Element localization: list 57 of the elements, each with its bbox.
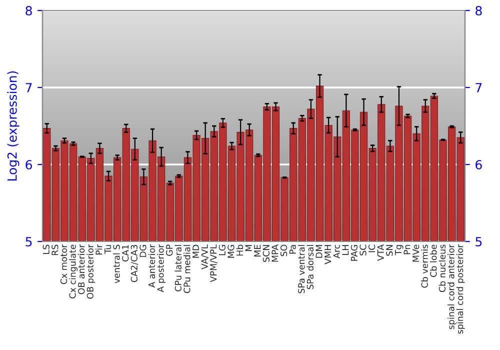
- x-tick-label: Arc: [333, 244, 340, 258]
- x-tick-label: RS: [52, 244, 58, 256]
- y2-tick-label: 8: [476, 6, 482, 16]
- x-tick-label: spinal cord posterior: [456, 244, 465, 334]
- x-tick-label: Cb vermis: [421, 244, 428, 288]
- x-tick-label: MD: [192, 244, 199, 258]
- x-tick-label: LG: [218, 244, 226, 256]
- x-tick-label: SN: [386, 245, 393, 256]
- x-tick-label: SPa dorsal: [306, 245, 314, 290]
- x-tick-label: VMH: [324, 245, 331, 264]
- y-tick-label: 6: [26, 160, 32, 170]
- x-tick-label: MG: [228, 244, 234, 258]
- x-tick-label: A anterior: [148, 244, 156, 288]
- x-tick-label: ME: [254, 244, 261, 256]
- y2-tick-label: 5: [476, 237, 482, 246]
- x-tick-label: Cx motor: [60, 244, 68, 284]
- x-tick-label: Pn: [404, 245, 410, 254]
- x-tick-label: OB anterior: [78, 244, 85, 294]
- x-tick-label: DM: [316, 245, 322, 258]
- x-tick-label: IC: [368, 244, 376, 252]
- y-tick-label: 7: [26, 83, 32, 92]
- x-tick-label: Cx cingulate: [69, 244, 78, 298]
- x-tick-label: Hb: [236, 244, 244, 256]
- y2-tick-label: 7: [476, 83, 482, 92]
- x-tick-label: A posterior: [157, 244, 166, 292]
- x-tick-label: SCN: [262, 245, 270, 262]
- x-tick-label: VPM/VPL: [210, 244, 218, 282]
- x-tick-label: PAG: [350, 244, 358, 261]
- y-axis-title: Log2 (expression): [7, 71, 20, 180]
- x-tick-label: Pa: [289, 245, 296, 254]
- x-tick-label: VA/VL: [201, 244, 209, 270]
- x-tick-label: MPA: [272, 244, 278, 262]
- x-tick-label: CA1: [122, 245, 129, 262]
- x-tick-label: spinal cord anterior: [448, 244, 456, 330]
- x-tick-label: MVe: [412, 244, 420, 262]
- x-tick-label: Cb nucleus: [438, 244, 446, 292]
- y-tick-label: 8: [26, 6, 32, 16]
- x-tick-label: DG: [140, 244, 146, 257]
- x-tick-label: VTA: [377, 244, 384, 261]
- x-tick-label: Cb lobe: [430, 244, 437, 277]
- x-tick-label: LH: [342, 245, 349, 255]
- x-tick-label: GP: [166, 244, 173, 256]
- x-tick-label: CPu medial: [184, 245, 190, 294]
- x-tick-label: LS: [42, 244, 50, 254]
- x-tick-label: Tg: [395, 245, 404, 256]
- x-tick-label: SC: [360, 244, 366, 256]
- y2-tick-label: 6: [476, 160, 482, 170]
- x-tick-label: Pir: [95, 244, 102, 255]
- y-tick-label: 5: [26, 237, 32, 246]
- x-tick-label: CPu lateral: [174, 245, 182, 292]
- x-tick-label: ventral S: [113, 244, 120, 284]
- x-tick-label: M: [245, 245, 252, 251]
- x-tick-label: SO: [280, 244, 288, 256]
- x-tick-label: OB posterior: [86, 244, 96, 299]
- x-tick-label: SPa ventral: [298, 245, 305, 294]
- x-tick-label: Tu: [104, 245, 112, 254]
- x-tick-label: CA2/CA3: [130, 244, 138, 282]
